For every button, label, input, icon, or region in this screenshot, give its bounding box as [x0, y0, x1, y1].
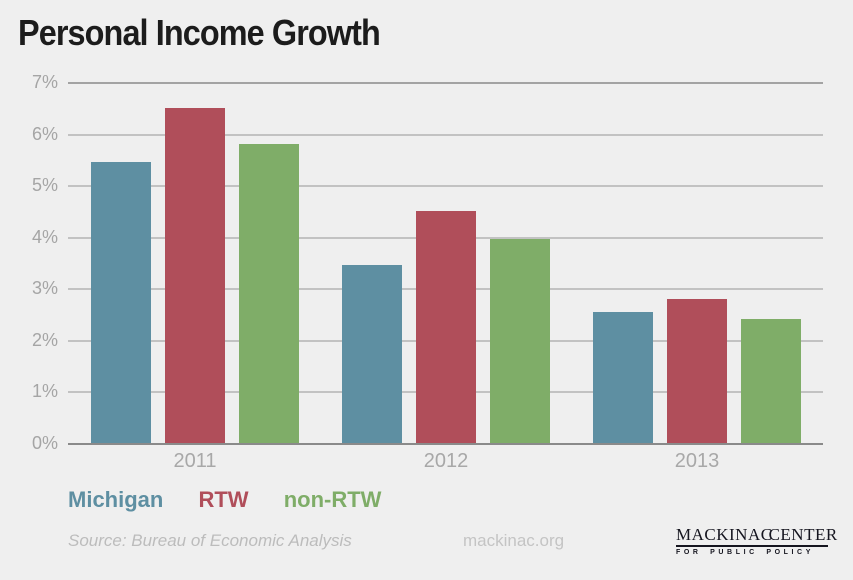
logo-name-row: MACKINAC CENTER: [676, 520, 837, 544]
chart-plot-area: [68, 82, 823, 445]
x-tick-label-2011: 2011: [173, 450, 217, 472]
bar-non-rtw-2011: [239, 143, 299, 443]
x-tick-label-2012: 2012: [423, 450, 469, 472]
legend-item-michigan: Michigan: [68, 487, 164, 512]
bar-michigan-2013: [593, 311, 653, 443]
bar-non-rtw-2013: [741, 319, 801, 443]
y-tick-label-0%: 0%: [31, 433, 58, 453]
logo-divider: [676, 545, 828, 547]
logo-text-mackinac: MACKINAC: [676, 525, 773, 544]
y-tick-label-3%: 3%: [31, 278, 58, 299]
bar-rtw-2011: [165, 107, 225, 443]
bar-non-rtw-2012: [490, 239, 550, 443]
y-tick-label-6%: 6%: [31, 123, 58, 144]
page-title: Personal Income Growth: [18, 12, 381, 53]
website-url: mackinac.org: [463, 531, 565, 550]
source-note: Source: Bureau of Economic Analysis: [68, 531, 352, 550]
gridline-5%: [68, 185, 823, 188]
y-tick-label-4%: 4%: [31, 226, 58, 247]
bar-rtw-2013: [667, 298, 727, 443]
x-tick-label-2013: 2013: [674, 450, 720, 472]
y-tick-label-7%: 7%: [31, 72, 58, 92]
logo-text-center: CENTER: [768, 525, 838, 544]
bar-rtw-2012: [416, 210, 476, 443]
chart-legend: Michigan RTW non-RTW: [68, 487, 410, 513]
y-tick-label-1%: 1%: [31, 381, 58, 402]
legend-item-non-rtw: non-RTW: [283, 487, 382, 512]
y-tick-label-5%: 5%: [31, 175, 58, 196]
y-tick-label-2%: 2%: [31, 329, 58, 350]
logo-tagline: FOR PUBLIC POLICY: [676, 549, 814, 556]
bar-michigan-2011: [91, 161, 151, 443]
gridline-7%: [68, 82, 823, 84]
gridline-6%: [68, 133, 823, 136]
gridline-0%: [68, 443, 823, 445]
bar-michigan-2012: [342, 265, 402, 443]
legend-item-rtw: RTW: [198, 487, 249, 512]
mackinac-logo: MACKINAC CENTER FOR PUBLIC POLICY: [676, 520, 837, 556]
